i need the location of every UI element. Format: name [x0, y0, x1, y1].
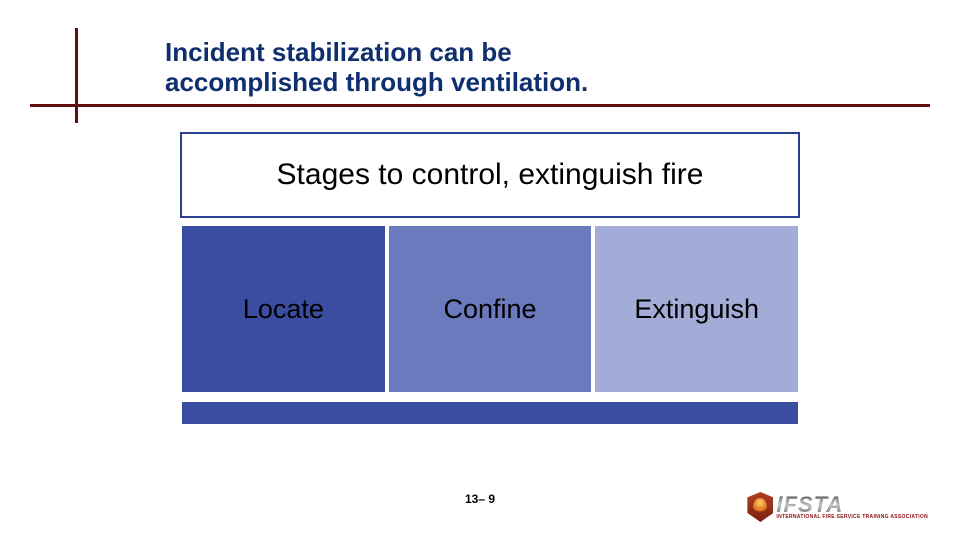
- diagram-footer-bar: [180, 400, 800, 426]
- stage-boxes-row: Locate Confine Extinguish: [180, 224, 800, 394]
- diagram-banner: Stages to control, extinguish fire: [180, 132, 800, 218]
- logo-name: IFSTA: [776, 494, 928, 516]
- stages-diagram: Stages to control, extinguish fire Locat…: [180, 132, 800, 426]
- title-line1: Incident stabilization can beaccomplishe…: [165, 37, 588, 97]
- logo-subtitle: INTERNATIONAL FIRE SERVICE TRAINING ASSO…: [776, 515, 928, 520]
- stage-box-extinguish: Extinguish: [593, 224, 800, 394]
- title-rule-horizontal: [30, 104, 930, 107]
- ifsta-logo: IFSTA INTERNATIONAL FIRE SERVICE TRAININ…: [747, 492, 928, 522]
- logo-text: IFSTA INTERNATIONAL FIRE SERVICE TRAININ…: [776, 494, 928, 520]
- ifsta-shield-icon: [747, 492, 773, 522]
- stage-box-locate: Locate: [180, 224, 387, 394]
- stage-box-confine: Confine: [387, 224, 594, 394]
- slide-title: Incident stabilization can beaccomplishe…: [165, 38, 588, 98]
- title-rule-vertical: [75, 28, 78, 123]
- slide: Incident stabilization can beaccomplishe…: [0, 0, 960, 540]
